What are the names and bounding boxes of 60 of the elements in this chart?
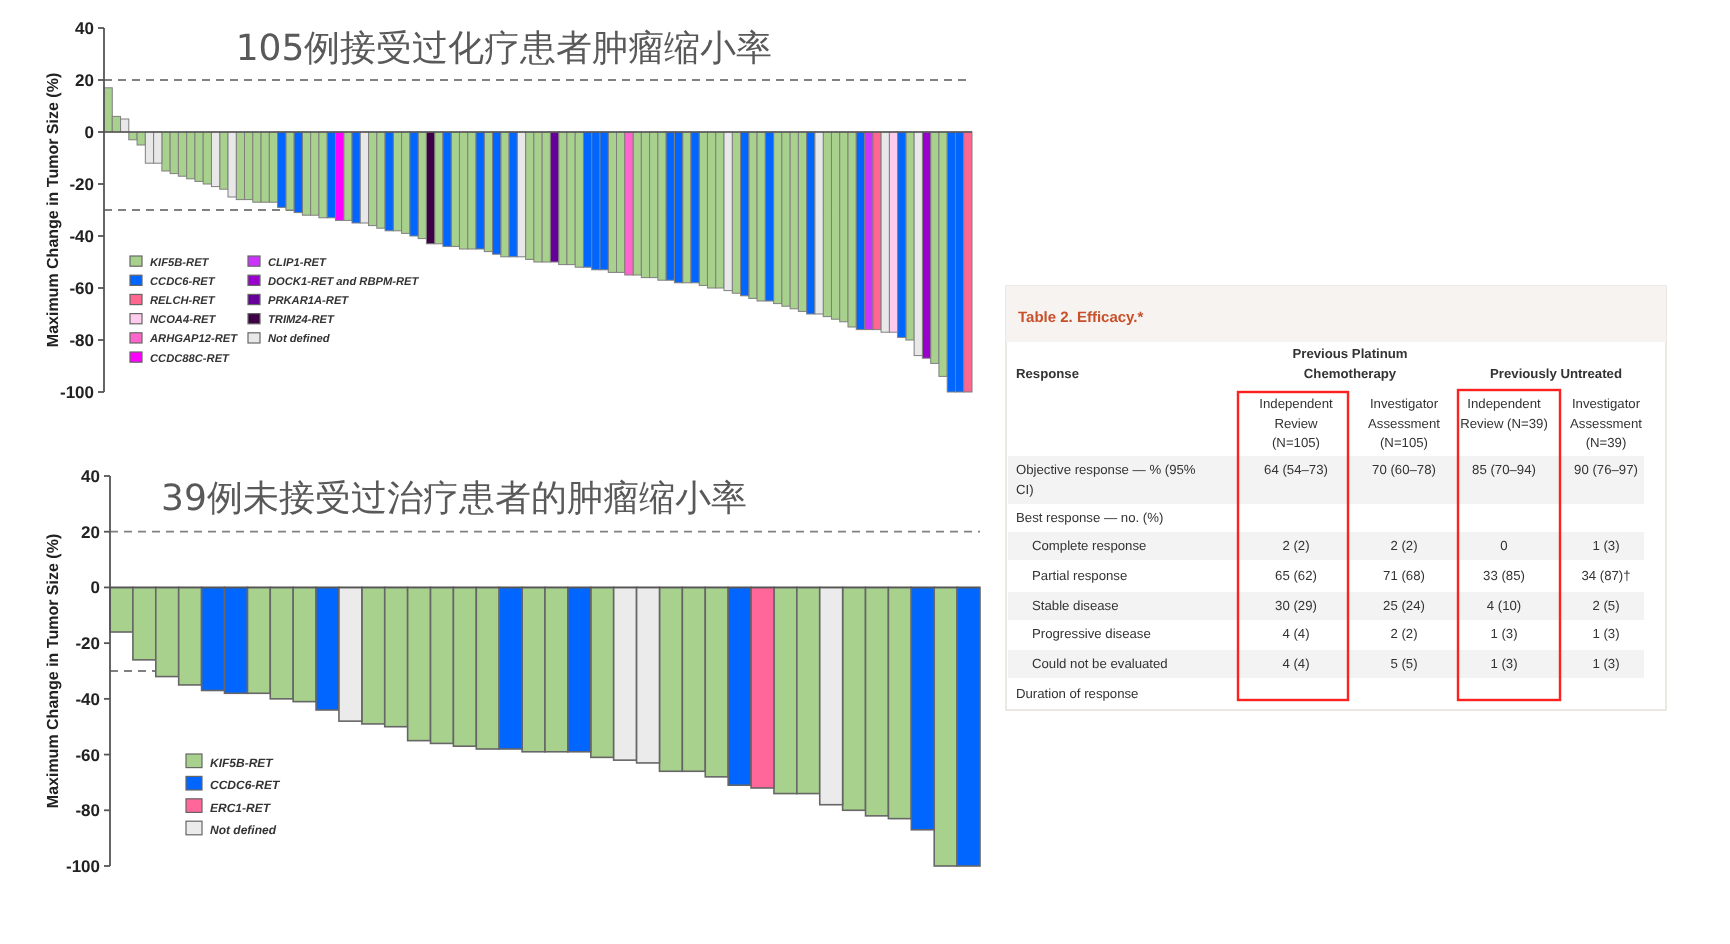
bar <box>624 131 634 276</box>
y-tick-label: -20 <box>69 174 95 194</box>
bar <box>409 131 419 237</box>
bar <box>153 131 163 164</box>
chart-title: 105例接受过化疗患者肿瘤缩小率 <box>235 28 773 70</box>
bar <box>541 131 551 263</box>
bar <box>764 131 775 302</box>
bar <box>227 131 237 198</box>
bar <box>492 131 502 255</box>
bar <box>210 131 221 188</box>
bar <box>756 131 766 302</box>
bar <box>293 131 303 214</box>
y-tick-label: -60 <box>69 278 95 298</box>
bar <box>194 131 204 182</box>
y-tick-label: -80 <box>69 330 95 350</box>
y-axis-title: Maximum Change in Tumor Size (%) <box>44 533 62 809</box>
bar <box>475 131 485 250</box>
bar <box>549 131 560 263</box>
bar <box>566 131 576 266</box>
bar <box>740 131 750 297</box>
bar <box>169 131 179 175</box>
y-tick-label: 20 <box>75 70 95 90</box>
y-tick-label: 20 <box>81 521 101 542</box>
bar <box>690 131 700 284</box>
y-tick-label: -20 <box>75 633 101 654</box>
bar <box>864 131 874 331</box>
bar <box>425 131 436 245</box>
bar <box>260 131 270 203</box>
bar <box>880 131 890 333</box>
y-tick-label: -40 <box>69 226 95 246</box>
bar <box>814 131 824 315</box>
y-tick-label: -60 <box>75 744 101 765</box>
bar <box>665 131 675 281</box>
bar <box>120 118 130 133</box>
bar <box>318 131 328 219</box>
y-tick-label: -40 <box>75 688 101 709</box>
y-tick-label: -100 <box>65 856 101 876</box>
bar <box>847 131 857 328</box>
bar <box>673 131 684 284</box>
bar <box>516 131 527 258</box>
bar <box>359 131 370 224</box>
y-tick-label: 0 <box>84 122 95 142</box>
bar <box>789 131 799 310</box>
bar <box>963 131 973 393</box>
y-tick-label: 40 <box>81 466 101 486</box>
y-tick-label: 40 <box>75 18 95 38</box>
chart-title: 39例未接受过治疗患者的肿瘤缩小率 <box>161 478 747 520</box>
bar <box>913 131 923 357</box>
bar <box>599 131 609 271</box>
y-tick-label: -80 <box>75 800 101 821</box>
y-tick-label: -100 <box>59 382 95 402</box>
bar <box>442 131 452 247</box>
y-tick-label: 0 <box>90 577 101 598</box>
bar <box>897 131 907 338</box>
y-axis-title: Maximum Change in Tumor Size (%) <box>44 72 62 348</box>
bar <box>384 131 394 232</box>
bar <box>508 131 518 258</box>
bar <box>351 131 361 224</box>
bar <box>723 131 733 292</box>
bar <box>334 131 345 221</box>
